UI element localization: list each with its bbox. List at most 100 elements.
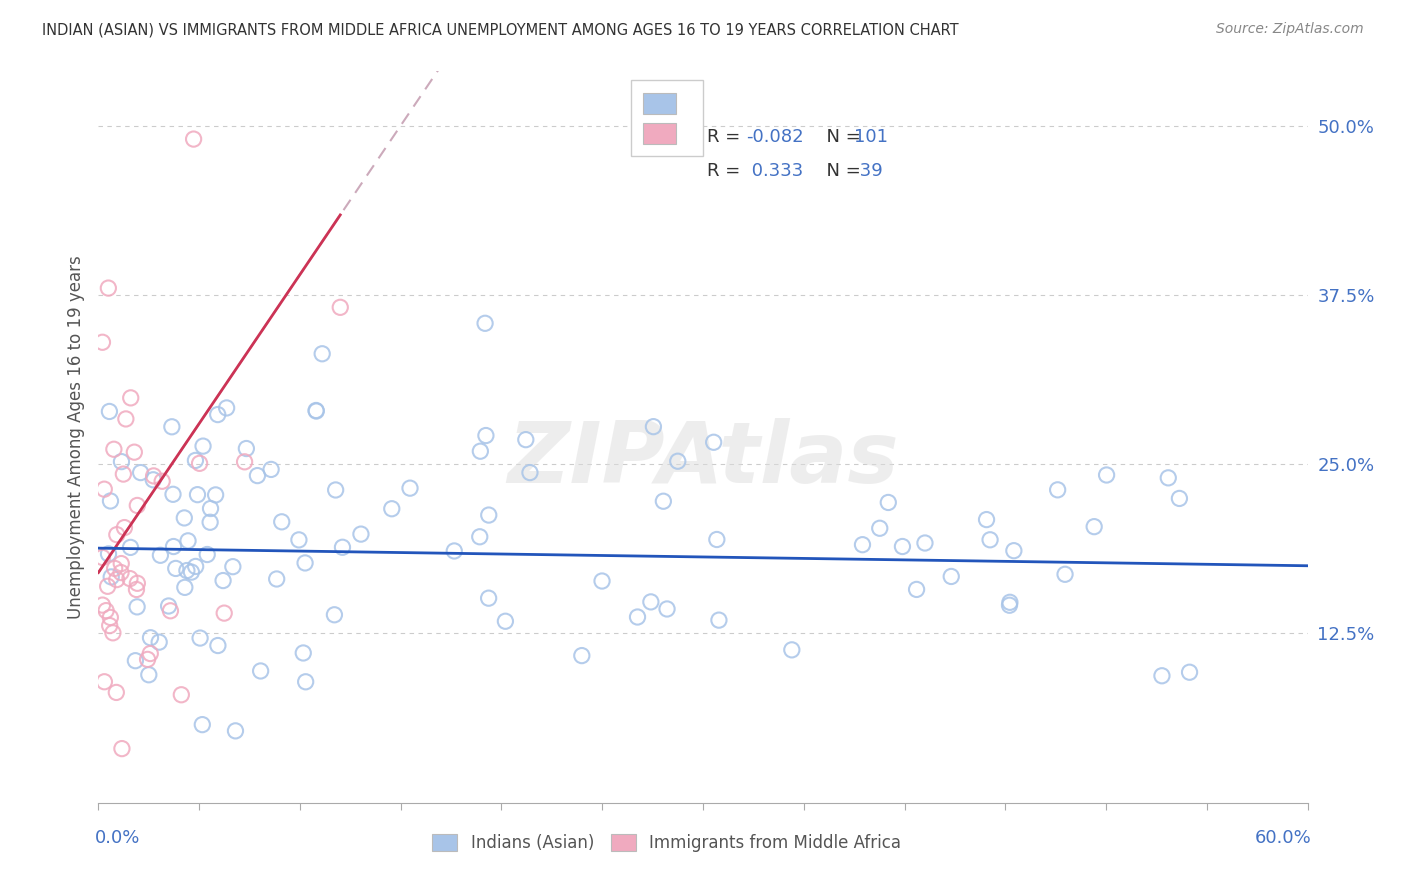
Text: 60.0%: 60.0% bbox=[1254, 829, 1312, 847]
Point bbox=[1168, 491, 1191, 506]
Text: N =: N = bbox=[815, 128, 866, 146]
Point bbox=[186, 488, 208, 502]
Point bbox=[305, 404, 328, 418]
Point bbox=[91, 550, 114, 565]
Point bbox=[332, 541, 354, 555]
Point bbox=[212, 574, 235, 588]
Point bbox=[162, 487, 184, 501]
Point bbox=[97, 579, 120, 593]
Point bbox=[176, 564, 198, 578]
Point bbox=[350, 527, 373, 541]
Point bbox=[191, 717, 214, 731]
Point bbox=[170, 688, 193, 702]
Point bbox=[93, 482, 115, 496]
Text: R =: R = bbox=[707, 161, 745, 180]
Point bbox=[270, 515, 292, 529]
Point bbox=[515, 433, 537, 447]
Point bbox=[1054, 567, 1077, 582]
Point bbox=[105, 573, 128, 587]
Point bbox=[591, 574, 613, 588]
Point bbox=[666, 454, 689, 468]
Point bbox=[100, 494, 122, 508]
Point bbox=[235, 442, 257, 456]
Text: 0.0%: 0.0% bbox=[94, 829, 141, 847]
Point bbox=[120, 391, 142, 405]
Point bbox=[1095, 468, 1118, 483]
Point bbox=[188, 631, 211, 645]
Point bbox=[224, 723, 246, 738]
Point bbox=[249, 664, 271, 678]
Point bbox=[98, 618, 121, 632]
Point bbox=[643, 419, 665, 434]
Point bbox=[207, 639, 229, 653]
Point bbox=[173, 511, 195, 525]
Point bbox=[288, 533, 311, 547]
Point bbox=[323, 607, 346, 622]
Point bbox=[212, 606, 235, 620]
Point bbox=[519, 466, 541, 480]
Text: 101: 101 bbox=[855, 128, 889, 146]
Point bbox=[707, 613, 730, 627]
Point bbox=[703, 435, 725, 450]
Point bbox=[184, 453, 207, 467]
Point bbox=[91, 598, 114, 612]
Point bbox=[474, 316, 496, 330]
Point bbox=[294, 674, 316, 689]
Point bbox=[112, 467, 135, 481]
Point bbox=[475, 428, 498, 442]
Point bbox=[478, 591, 501, 606]
Point bbox=[626, 610, 648, 624]
Point bbox=[869, 521, 891, 535]
Point bbox=[149, 549, 172, 563]
Text: 39: 39 bbox=[855, 161, 883, 180]
Point bbox=[183, 132, 205, 146]
Point bbox=[184, 559, 207, 574]
Point bbox=[118, 572, 141, 586]
Point bbox=[914, 536, 936, 550]
Text: 0.333: 0.333 bbox=[747, 161, 803, 180]
Point bbox=[136, 652, 159, 666]
Text: N =: N = bbox=[815, 161, 866, 180]
Point bbox=[979, 533, 1001, 547]
Point bbox=[292, 646, 315, 660]
Legend: Indians (Asian), Immigrants from Middle Africa: Indians (Asian), Immigrants from Middle … bbox=[425, 825, 910, 860]
Point bbox=[905, 582, 928, 597]
Point bbox=[148, 635, 170, 649]
Point bbox=[260, 462, 283, 476]
Point bbox=[160, 419, 183, 434]
Point bbox=[655, 602, 678, 616]
Point bbox=[198, 515, 221, 529]
Text: INDIAN (ASIAN) VS IMMIGRANTS FROM MIDDLE AFRICA UNEMPLOYMENT AMONG AGES 16 TO 19: INDIAN (ASIAN) VS IMMIGRANTS FROM MIDDLE… bbox=[42, 22, 959, 37]
Point bbox=[571, 648, 593, 663]
Point bbox=[110, 566, 132, 580]
Point bbox=[443, 544, 465, 558]
Point bbox=[191, 439, 214, 453]
Text: R =: R = bbox=[707, 128, 745, 146]
Point bbox=[124, 654, 146, 668]
Point bbox=[173, 580, 195, 594]
Point bbox=[998, 595, 1021, 609]
Text: Source: ZipAtlas.com: Source: ZipAtlas.com bbox=[1216, 22, 1364, 37]
Point bbox=[325, 483, 347, 497]
Point bbox=[97, 281, 120, 295]
Point bbox=[780, 643, 803, 657]
Point bbox=[165, 561, 187, 575]
Point bbox=[1150, 669, 1173, 683]
Point bbox=[127, 499, 149, 513]
Point bbox=[159, 604, 181, 618]
Point bbox=[222, 559, 245, 574]
Point bbox=[329, 301, 352, 315]
Point bbox=[1046, 483, 1069, 497]
Point bbox=[112, 520, 135, 534]
Point bbox=[104, 561, 127, 575]
Point bbox=[93, 674, 115, 689]
Point bbox=[188, 456, 211, 470]
Point bbox=[101, 625, 124, 640]
Point bbox=[129, 466, 152, 480]
Point bbox=[120, 541, 142, 555]
Point bbox=[157, 599, 180, 613]
Point bbox=[127, 599, 149, 614]
Point bbox=[311, 347, 333, 361]
Point bbox=[478, 508, 501, 522]
Point bbox=[494, 614, 516, 628]
